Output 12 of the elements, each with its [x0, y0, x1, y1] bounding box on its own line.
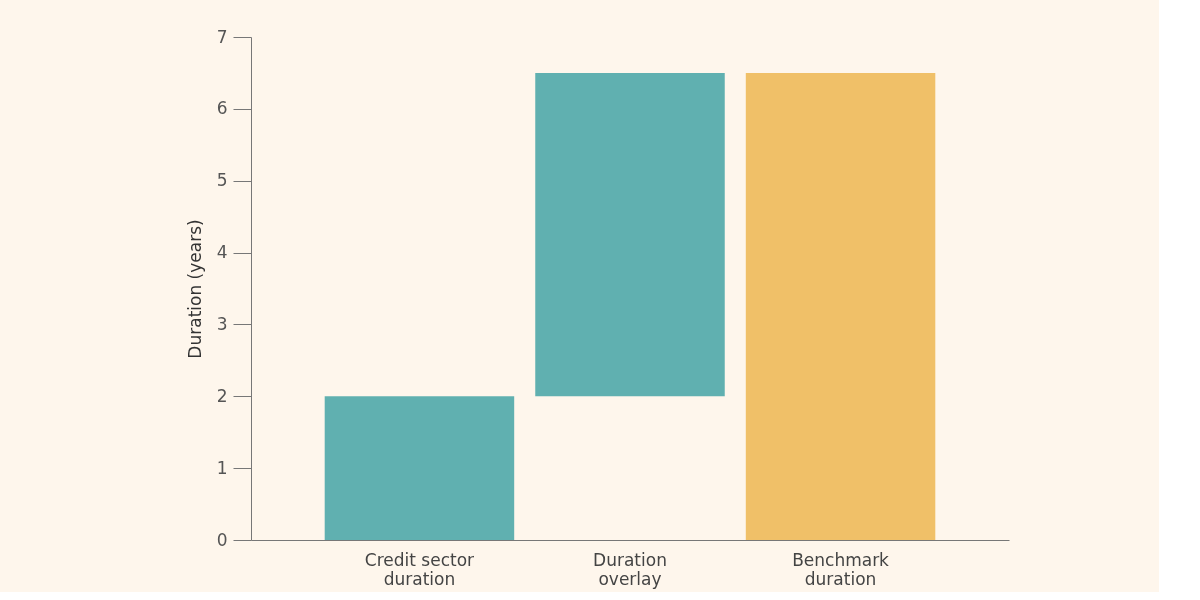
x-tick-label: Credit sector duration [364, 549, 475, 589]
y-tick-label: 4 [216, 242, 228, 263]
y-tick-label: 0 [216, 529, 228, 550]
y-tick-label: 1 [216, 457, 228, 478]
y-tick-label: 2 [216, 385, 228, 406]
y-tick-label: 6 [216, 98, 228, 119]
y-tick-label: 3 [216, 313, 228, 334]
x-tick-label: Duration overlay [593, 549, 667, 589]
y-axis-title: Duration (years) [184, 219, 205, 359]
y-tick-label: 5 [216, 170, 228, 191]
x-tick-label: Benchmark duration [792, 549, 890, 589]
y-tick-label: 7 [216, 26, 228, 47]
